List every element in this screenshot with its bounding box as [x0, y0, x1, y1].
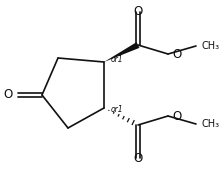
- Text: or1: or1: [111, 105, 124, 114]
- Text: or1: or1: [111, 56, 124, 65]
- Polygon shape: [104, 42, 139, 62]
- Text: CH₃: CH₃: [201, 119, 219, 129]
- Text: O: O: [133, 152, 143, 165]
- Text: O: O: [172, 109, 181, 123]
- Text: O: O: [4, 89, 13, 102]
- Text: CH₃: CH₃: [201, 41, 219, 51]
- Text: O: O: [133, 5, 143, 18]
- Text: O: O: [172, 47, 181, 61]
